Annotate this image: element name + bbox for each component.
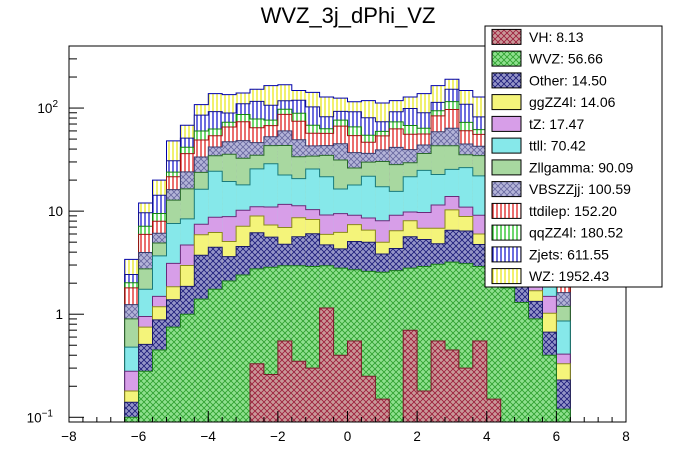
bar-wvz	[138, 371, 153, 422]
x-tick-label: −2	[270, 429, 285, 444]
x-tick-label: 4	[483, 429, 491, 444]
legend-entry: VBSZZjj: 100.59	[491, 181, 631, 198]
bar-wvz	[236, 275, 251, 422]
legend-swatch	[491, 72, 522, 89]
bar-wvz	[556, 409, 571, 422]
bar-wvz	[375, 272, 390, 422]
x-tick-label: −4	[201, 429, 217, 444]
legend-label: VH: 8.13	[529, 29, 584, 45]
bar-wvz	[389, 270, 404, 422]
legend-entry: VH: 8.13	[491, 28, 584, 45]
bar-vh	[431, 340, 445, 422]
bar-vh	[486, 399, 501, 422]
legend-label: Zllgamma: 90.09	[529, 159, 633, 175]
bar-vh	[277, 340, 292, 422]
bar-vh	[250, 363, 264, 422]
bar-wvz	[222, 281, 237, 422]
legend-entry: Zllgamma: 90.09	[491, 159, 633, 176]
x-tick-label: 6	[553, 429, 561, 444]
y-tick-label: 10−1	[27, 408, 54, 425]
legend-label: Zjets: 611.55	[529, 246, 609, 262]
bar-wvz	[124, 417, 139, 422]
bar-vh	[472, 340, 487, 422]
histogram-stack	[124, 78, 571, 423]
legend-label: ttll: 70.42	[529, 138, 586, 154]
bar-wvz	[180, 314, 195, 422]
bar-wvz	[208, 289, 223, 422]
legend-label: qqZZ4l: 180.52	[529, 225, 623, 241]
legend-label: tZ: 17.47	[529, 116, 584, 132]
legend-swatch	[491, 202, 522, 219]
legend-entry: tZ: 17.47	[491, 115, 584, 132]
legend-entry: ttdilep: 152.20	[491, 202, 617, 219]
chart-title: WVZ_3j_dPhi_VZ	[261, 3, 436, 28]
bar-vh	[305, 368, 320, 422]
legend-entry: WZ: 1952.43	[491, 268, 609, 285]
axes: −8 −6 −4 −2 0 2 4 6 8 10−1 1 10 102	[27, 58, 630, 444]
legend-label: WZ: 1952.43	[529, 268, 609, 284]
y-tick-label: 10	[48, 204, 63, 219]
series-vh	[124, 307, 571, 423]
legend-swatch	[491, 115, 522, 132]
bar-wvz	[528, 318, 543, 422]
bar-vh	[319, 307, 334, 422]
legend-entry: WVZ: 56.66	[491, 50, 603, 67]
bar-wvz	[152, 349, 167, 422]
legend-swatch	[491, 224, 522, 241]
legend-label: VBSZZjj: 100.59	[529, 181, 631, 197]
bar-wvz	[514, 302, 529, 422]
legend: VH: 8.13 WVZ: 56.66 Other: 14.50 ggZZ4l: 14…	[484, 25, 663, 288]
bar-wvz	[166, 327, 181, 422]
legend-swatch	[491, 94, 522, 111]
bar-wvz	[542, 355, 557, 422]
legend-swatch	[491, 246, 522, 263]
y-tick-label: 102	[37, 99, 58, 116]
bar-vh	[347, 340, 362, 422]
bar-vh	[417, 390, 432, 422]
bar-vh	[375, 399, 390, 422]
bar-wvz	[194, 299, 209, 422]
legend-swatch	[491, 181, 522, 198]
bar-vh	[444, 349, 459, 422]
legend-entry: Other: 14.50	[491, 72, 607, 89]
x-tick-label: −6	[131, 429, 146, 444]
bar-vh	[263, 374, 278, 422]
legend-swatch	[491, 28, 522, 45]
bar-vh	[458, 368, 473, 422]
bar-wvz	[486, 276, 501, 422]
bar-vh	[333, 355, 348, 422]
legend-swatch	[491, 268, 522, 285]
bar-vh	[403, 330, 418, 422]
bar-wvz	[417, 266, 432, 422]
legend-box	[484, 25, 663, 288]
x-tick-label: −8	[61, 429, 76, 444]
legend-entry: Zjets: 611.55	[491, 246, 609, 263]
legend-entry: ttll: 70.42	[491, 137, 586, 154]
bar-vh	[361, 376, 376, 422]
legend-label: ttdilep: 152.20	[529, 203, 617, 219]
legend-entry: qqZZ4l: 180.52	[491, 224, 623, 241]
x-tick-label: 2	[413, 429, 421, 444]
legend-label: ggZZ4l: 14.06	[529, 94, 616, 110]
legend-entry: ggZZ4l: 14.06	[491, 94, 616, 111]
bar-vh	[291, 361, 306, 422]
x-tick-label: 8	[622, 429, 630, 444]
legend-swatch	[491, 137, 522, 154]
legend-swatch	[491, 50, 522, 67]
legend-swatch	[491, 159, 522, 176]
legend-label: WVZ: 56.66	[529, 51, 603, 67]
bar-wvz	[500, 287, 515, 422]
y-tick-label: 1	[55, 307, 63, 322]
x-tick-label: 0	[344, 429, 352, 444]
legend-label: Other: 14.50	[529, 72, 607, 88]
